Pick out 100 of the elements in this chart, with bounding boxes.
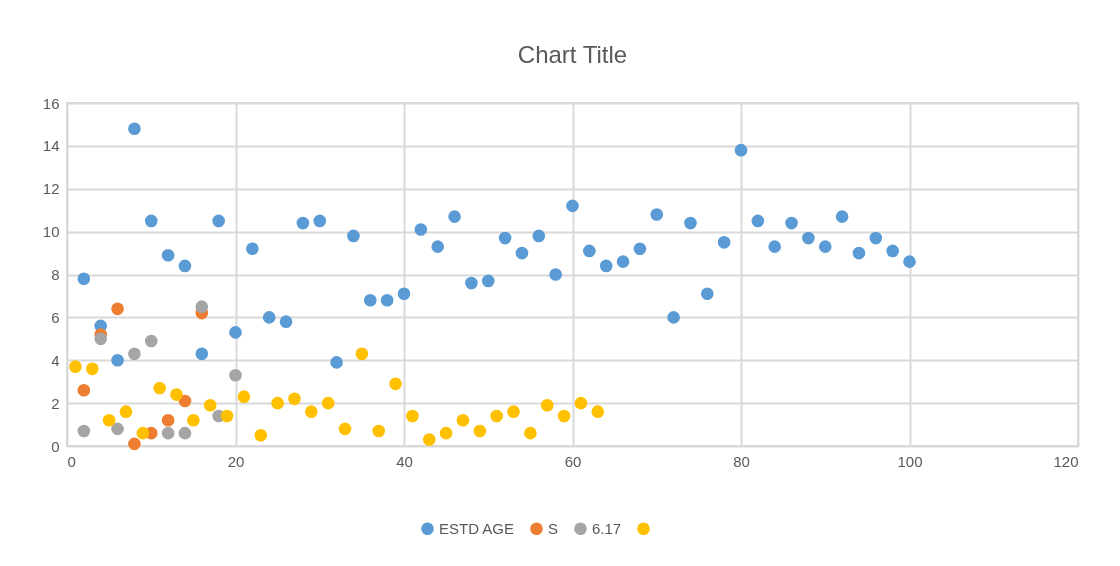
y-tick-label: 14: [42, 137, 60, 155]
point: [406, 409, 419, 423]
point: [785, 216, 798, 230]
point: [557, 409, 571, 423]
point: [818, 240, 832, 253]
point: [321, 396, 335, 410]
point: [111, 302, 124, 316]
x-tick-label: 20: [227, 452, 245, 470]
point: [330, 356, 343, 369]
point: [237, 390, 251, 404]
point: [599, 259, 613, 273]
point: [616, 255, 630, 268]
point: [448, 210, 461, 223]
point: [178, 259, 192, 273]
point: [869, 231, 883, 245]
point: [684, 216, 697, 230]
point: [144, 334, 158, 348]
y-tick-label: 12: [42, 180, 60, 198]
point: [119, 405, 133, 419]
point: [254, 428, 268, 442]
point: [566, 199, 579, 213]
point: [667, 311, 680, 324]
x-tick-label: 60: [564, 452, 582, 470]
point: [136, 426, 150, 440]
point: [347, 229, 360, 243]
y-tick-label: 4: [51, 351, 60, 369]
point: [515, 246, 529, 260]
point: [473, 424, 487, 438]
legend-label: S: [548, 519, 559, 537]
legend-label: 6.17: [592, 519, 622, 537]
point: [481, 274, 495, 288]
point: [355, 347, 369, 361]
point: [835, 210, 849, 223]
point: [583, 244, 596, 258]
x-tick-label: 100: [897, 452, 923, 470]
point: [195, 347, 209, 361]
point: [650, 208, 664, 221]
y-tick-label: 10: [42, 223, 60, 241]
y-tick-label: 16: [42, 94, 60, 112]
point: [161, 413, 175, 427]
point: [363, 293, 377, 307]
point: [153, 381, 166, 395]
point: [540, 398, 554, 412]
point: [802, 231, 815, 245]
point: [144, 214, 158, 228]
point: [465, 276, 478, 290]
point: [591, 405, 605, 419]
point: [490, 409, 503, 423]
point: [111, 353, 124, 367]
point: [751, 214, 765, 228]
point: [338, 422, 352, 436]
point: [170, 388, 183, 401]
point: [372, 424, 386, 438]
x-tick-label: 0: [67, 452, 76, 470]
point: [296, 216, 310, 230]
point: [220, 409, 234, 423]
point: [128, 122, 141, 136]
point: [246, 242, 259, 256]
point: [229, 368, 242, 382]
point: [414, 223, 428, 236]
point: [768, 240, 782, 253]
point: [700, 287, 714, 301]
point: [288, 392, 301, 406]
point: [161, 248, 175, 262]
point: [212, 214, 225, 228]
point: [305, 405, 318, 419]
point: [229, 326, 242, 339]
y-tick-label: 6: [51, 308, 60, 326]
point: [507, 405, 520, 419]
point: [397, 287, 411, 301]
point: [262, 311, 276, 324]
x-tick-label: 120: [1053, 452, 1079, 470]
point: [852, 246, 866, 260]
point: [389, 377, 402, 391]
point: [380, 293, 394, 307]
point: [456, 413, 470, 427]
point: [187, 413, 200, 427]
point: [178, 394, 192, 408]
point: [439, 426, 453, 440]
point: [77, 383, 91, 397]
point: [85, 362, 99, 376]
chart-title: Chart Title: [517, 41, 628, 68]
point: [549, 268, 562, 281]
point: [77, 424, 91, 438]
point: [77, 272, 91, 286]
point: [203, 398, 217, 412]
point: [94, 332, 108, 346]
point: [128, 347, 141, 361]
point: [431, 240, 445, 253]
point: [734, 143, 748, 157]
point: [524, 426, 537, 440]
x-tick-label: 40: [396, 452, 413, 470]
point: [195, 300, 209, 313]
point: [422, 433, 436, 446]
point: [886, 244, 899, 258]
point: [271, 396, 284, 410]
point: [574, 396, 588, 410]
point: [111, 422, 124, 436]
x-tick-label: 80: [733, 452, 750, 470]
y-tick-label: 0: [51, 437, 60, 455]
